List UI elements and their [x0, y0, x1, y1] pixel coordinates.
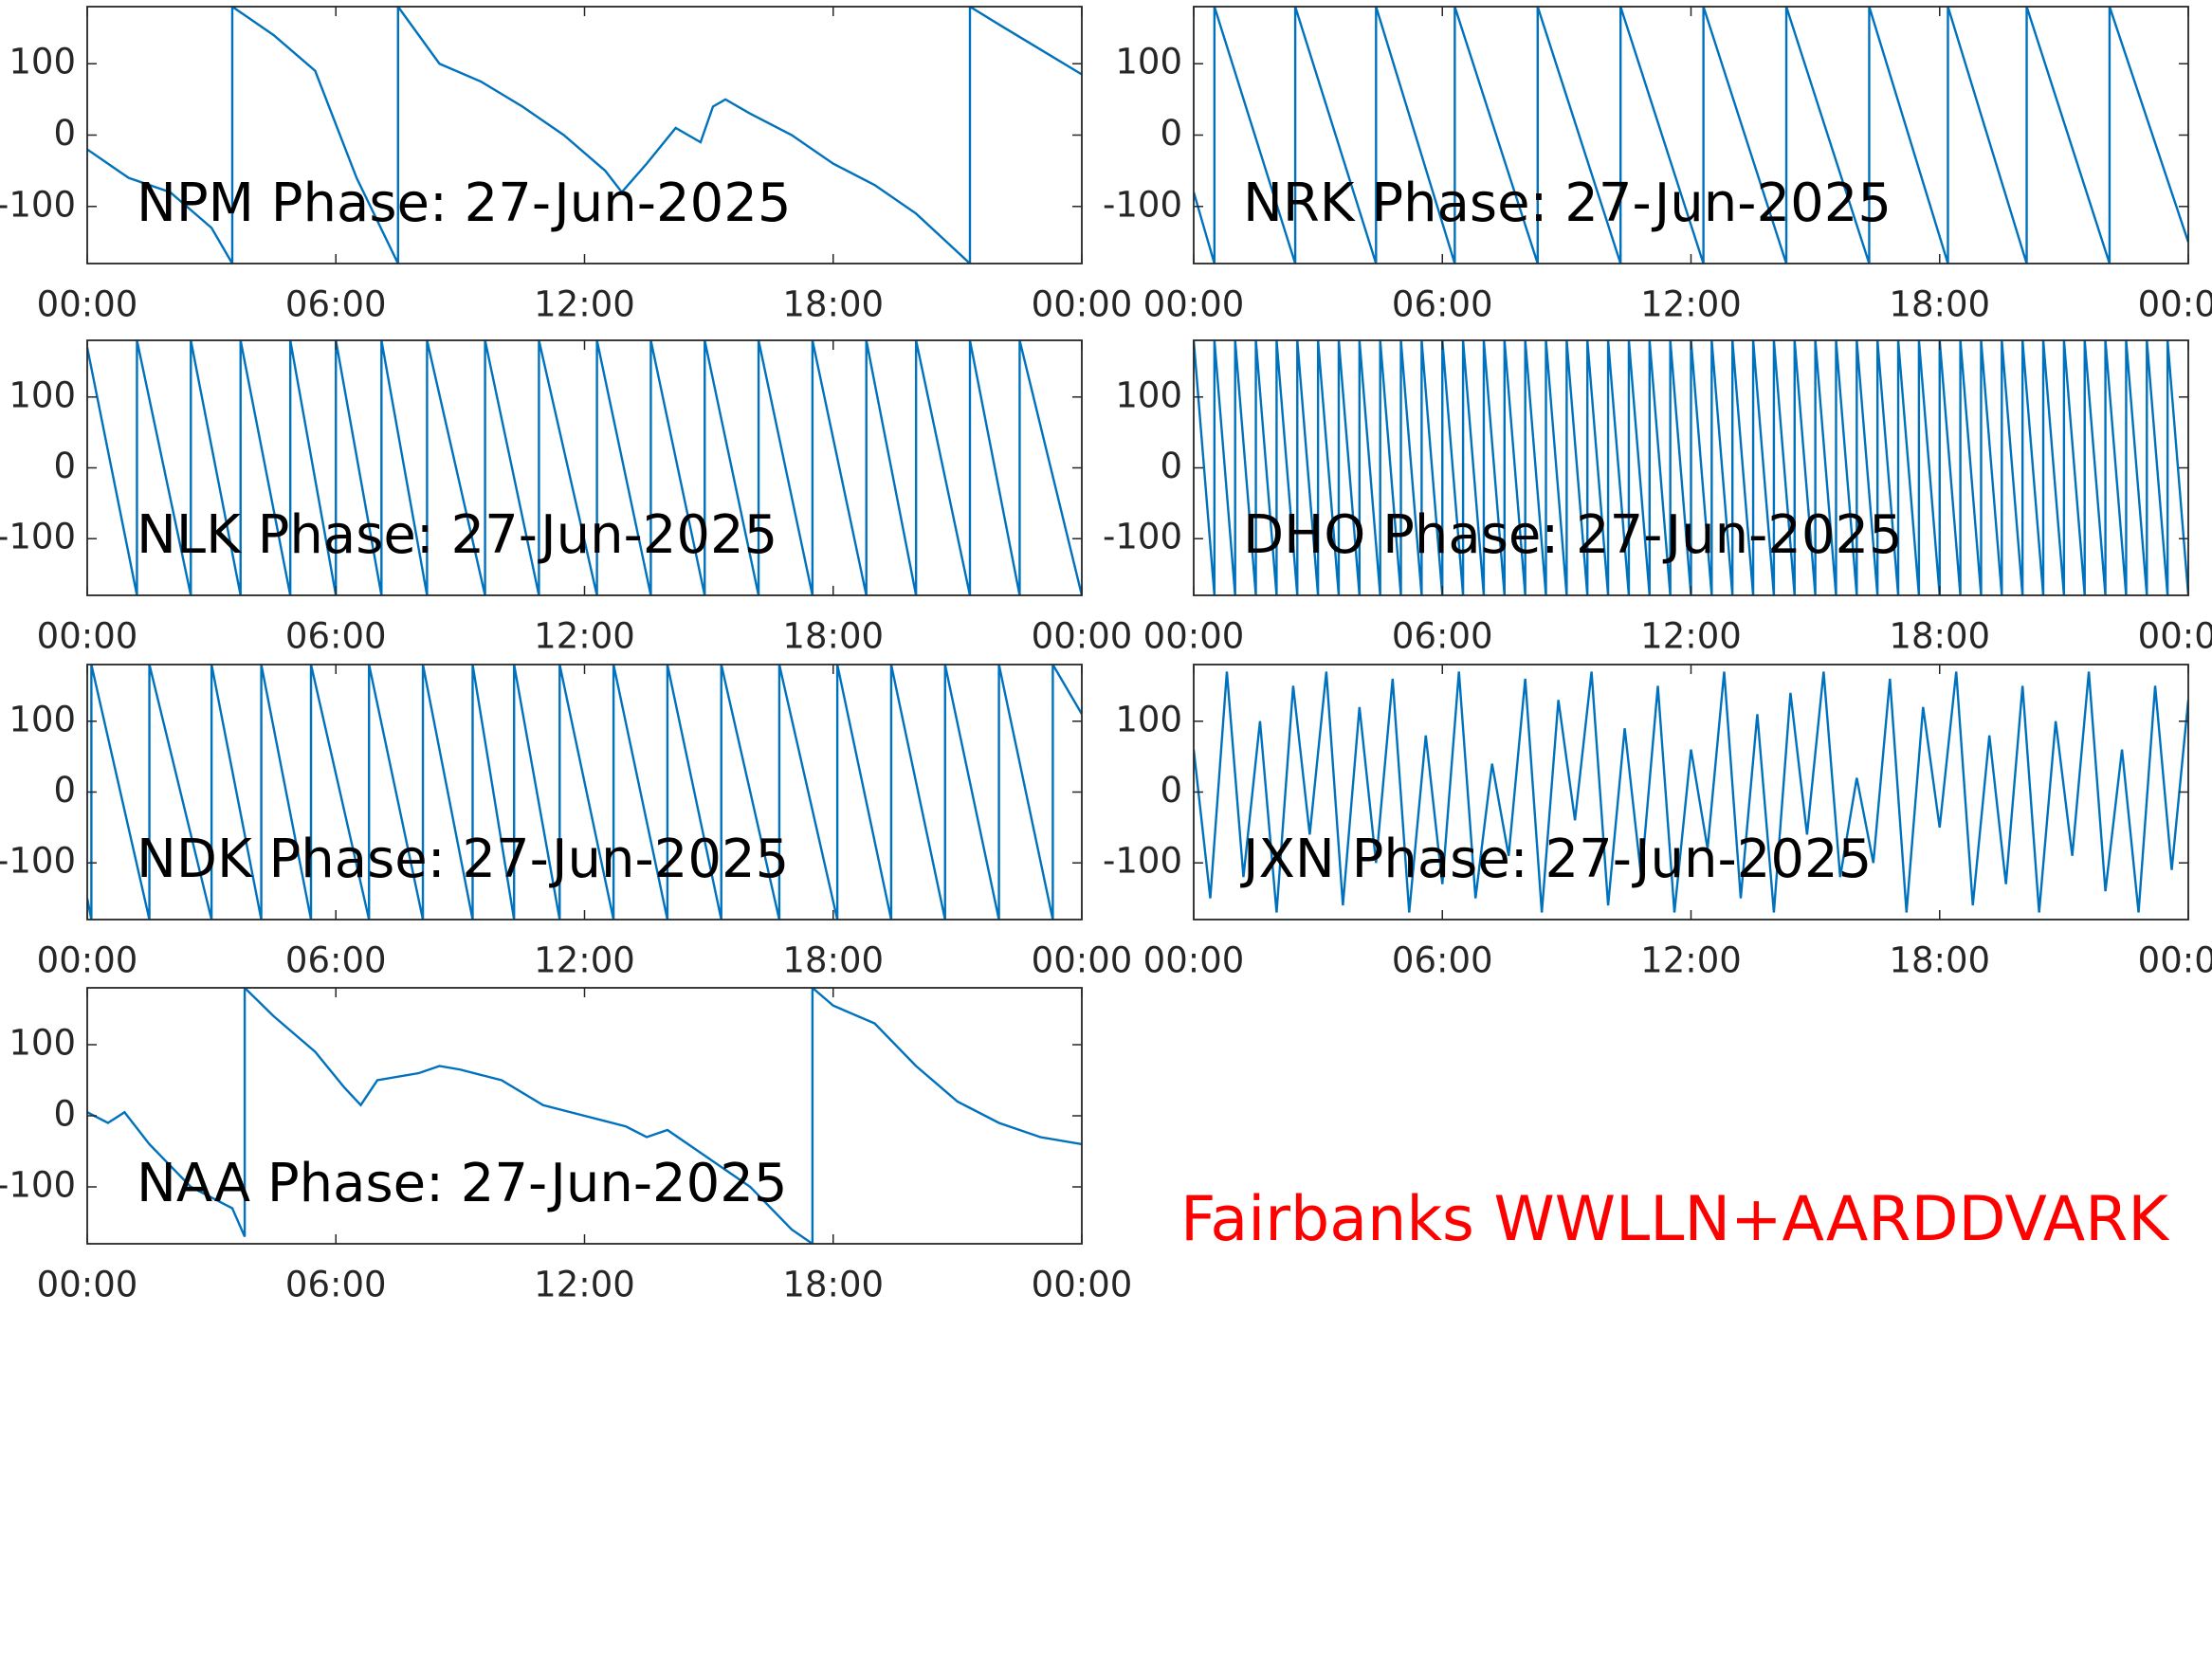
x-tick-label: 18:00 [782, 1265, 884, 1305]
x-tick-label: 00:00 [1032, 940, 1133, 981]
x-tick-label: 00:00 [1143, 284, 1245, 325]
x-tick-label: 00:00 [37, 940, 138, 981]
x-tick-label: 00:00 [37, 1265, 138, 1305]
x-tick-label: 00:00 [37, 616, 138, 657]
chart-title: NLK Phase: 27-Jun-2025 [137, 504, 777, 566]
plot-area [1194, 7, 2188, 264]
axes-box [86, 6, 1083, 264]
x-tick-label: 06:00 [1392, 284, 1493, 325]
x-tick-label: 00:00 [1032, 616, 1133, 657]
x-tick-label: 00:00 [1032, 284, 1133, 325]
x-tick-label: 12:00 [1640, 940, 1742, 981]
y-tick-label: 0 [1160, 113, 1182, 154]
y-tick-label: 100 [1115, 699, 1182, 739]
axes-box [86, 339, 1083, 596]
phase-line [87, 988, 1082, 1244]
axes-box [1193, 6, 2189, 264]
x-tick-label: 00:00 [37, 284, 138, 325]
chart-title: NAA Phase: 27-Jun-2025 [137, 1153, 788, 1214]
y-tick-label: -100 [0, 517, 76, 557]
x-tick-label: 12:00 [1640, 616, 1742, 657]
x-tick-label: 12:00 [534, 1265, 635, 1305]
y-tick-label: 100 [1115, 42, 1182, 82]
chart-title: DHO Phase: 27-Jun-2025 [1243, 504, 1903, 566]
x-tick-label: 18:00 [782, 940, 884, 981]
subplot: -100 0 100 00:00 06:00 12:00 18:00 00:00 NPM Pha… [0, 6, 1133, 325]
y-tick-label: 0 [53, 770, 76, 811]
y-tick-label: -100 [1103, 517, 1182, 557]
x-tick-label: 00:00 [1143, 940, 1245, 981]
x-tick-label: 12:00 [534, 284, 635, 325]
x-tick-label: 06:00 [285, 616, 387, 657]
subplot: -100 0 100 00:00 06:00 12:00 18:00 00:00 DHO Pha… [1103, 339, 2212, 657]
axes-box [86, 664, 1083, 921]
phase-line [87, 340, 1082, 595]
axes-box [86, 987, 1083, 1245]
x-tick-label: 06:00 [285, 284, 387, 325]
y-tick-label: 100 [9, 1023, 76, 1064]
phase-line [87, 665, 1082, 920]
annotation: Fairbanks WWLLN+AARDDVARK [1180, 1184, 2169, 1255]
x-tick-label: 18:00 [782, 284, 884, 325]
x-tick-label: 06:00 [1392, 940, 1493, 981]
chart-title: JXN Phase: 27-Jun-2025 [1240, 829, 1872, 890]
y-tick-label: 0 [1160, 770, 1182, 811]
x-tick-label: 00:00 [2138, 616, 2212, 657]
y-tick-label: 100 [9, 374, 76, 415]
y-tick-label: 100 [9, 42, 76, 82]
y-tick-label: -100 [1103, 841, 1182, 882]
phase-line [1194, 671, 2188, 913]
x-tick-label: 18:00 [782, 616, 884, 657]
chart-title: NPM Phase: 27-Jun-2025 [137, 173, 791, 234]
x-tick-label: 06:00 [1392, 616, 1493, 657]
y-tick-label: -100 [1103, 184, 1182, 225]
x-tick-label: 06:00 [285, 1265, 387, 1305]
subplot: -100 0 100 00:00 06:00 12:00 18:00 00:00 JXN Pha… [1103, 664, 2212, 981]
y-tick-label: 100 [9, 699, 76, 739]
x-tick-label: 12:00 [534, 616, 635, 657]
x-tick-label: 12:00 [1640, 284, 1742, 325]
x-tick-label: 18:00 [1889, 616, 1990, 657]
x-tick-label: 00:00 [2138, 284, 2212, 325]
phase-line [1194, 340, 2188, 595]
x-tick-label: 00:00 [2138, 940, 2212, 981]
plot-area [87, 7, 1082, 264]
x-tick-label: 18:00 [1889, 284, 1990, 325]
subplot: -100 0 100 00:00 06:00 12:00 18:00 00:00 NLK Pha… [0, 339, 1133, 657]
y-tick-label: -100 [0, 841, 76, 882]
y-tick-label: -100 [0, 1165, 76, 1206]
x-tick-label: 06:00 [285, 940, 387, 981]
subplot: -100 0 100 00:00 06:00 12:00 18:00 00:00 NRK Pha… [1103, 6, 2212, 325]
y-tick-label: 0 [53, 446, 76, 486]
y-tick-label: -100 [0, 184, 76, 225]
x-tick-label: 18:00 [1889, 940, 1990, 981]
y-tick-label: 0 [53, 1094, 76, 1135]
y-tick-label: 0 [53, 113, 76, 154]
x-tick-label: 00:00 [1032, 1265, 1133, 1305]
x-tick-label: 00:00 [1143, 616, 1245, 657]
phase-line [87, 7, 1082, 264]
subplot: -100 0 100 00:00 06:00 12:00 18:00 00:00 NAA Pha… [0, 987, 1133, 1305]
x-tick-label: 12:00 [534, 940, 635, 981]
chart-title: NDK Phase: 27-Jun-2025 [137, 829, 789, 890]
y-tick-label: 0 [1160, 446, 1182, 486]
axes-box [1193, 339, 2189, 596]
chart-title: NRK Phase: 27-Jun-2025 [1243, 173, 1892, 234]
axes-box [1193, 664, 2189, 921]
y-tick-label: 100 [1115, 374, 1182, 415]
subplot: -100 0 100 00:00 06:00 12:00 18:00 00:00 NDK Pha… [0, 664, 1133, 981]
phase-line [1194, 7, 2188, 264]
